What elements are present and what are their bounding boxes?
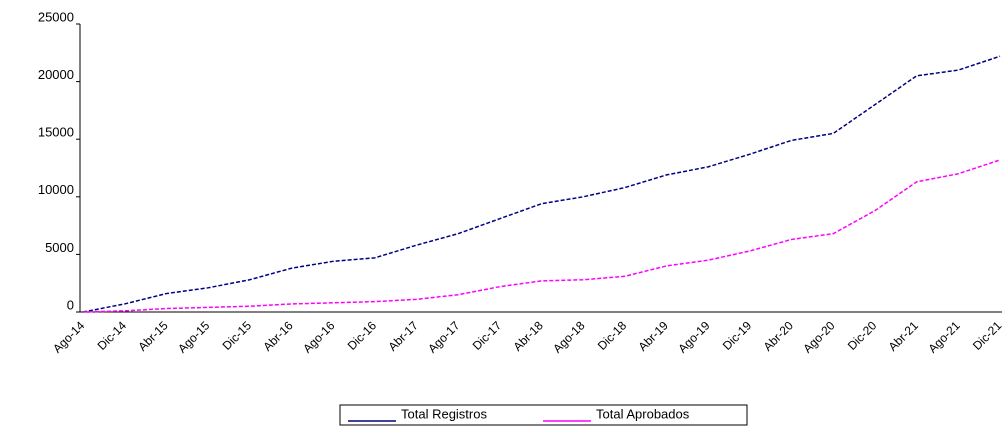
- x-tick-label: Dic-15: [220, 318, 255, 353]
- y-tick-label: 0: [67, 297, 74, 312]
- x-tick-label: Dic-21: [970, 318, 1002, 353]
- x-tick-label: Ago-20: [800, 318, 837, 355]
- y-tick-label: 20000: [38, 67, 74, 82]
- x-tick-label: Ago-21: [925, 318, 962, 355]
- x-tick-label: Ago-16: [300, 318, 337, 355]
- x-tick-label: Ago-19: [675, 318, 712, 355]
- x-tick-label: Ago-17: [425, 318, 462, 355]
- x-tick-label: Abr-17: [385, 318, 421, 354]
- x-tick-label: Dic-17: [470, 318, 505, 353]
- legend-box: [339, 404, 748, 426]
- y-tick-label: 15000: [38, 125, 74, 140]
- y-tick-label: 5000: [45, 240, 74, 255]
- x-tick-label: Abr-19: [636, 318, 672, 354]
- x-tick-label: Abr-18: [510, 318, 546, 354]
- x-tick-label: Dic-19: [720, 318, 755, 353]
- x-tick-label: Abr-15: [135, 318, 171, 354]
- y-tick-label: 25000: [38, 9, 74, 24]
- x-tick-label: Dic-20: [845, 318, 880, 353]
- x-tick-label: Abr-16: [260, 318, 296, 354]
- x-tick-label: Dic-18: [595, 318, 630, 353]
- legend-label: Total Aprobados: [596, 406, 690, 421]
- x-tick-label: Dic-14: [95, 318, 130, 353]
- x-tick-label: Dic-16: [345, 318, 380, 353]
- series-line: [82, 159, 1001, 313]
- x-tick-label: Ago-18: [550, 318, 587, 355]
- x-tick-label: Abr-20: [761, 318, 797, 354]
- x-tick-label: Ago-14: [50, 318, 87, 355]
- x-tick-label: Abr-21: [886, 318, 922, 354]
- legend-label: Total Registros: [401, 406, 487, 421]
- series-line: [82, 55, 1001, 313]
- y-tick-label: 10000: [38, 182, 74, 197]
- x-tick-label: Ago-15: [175, 318, 212, 355]
